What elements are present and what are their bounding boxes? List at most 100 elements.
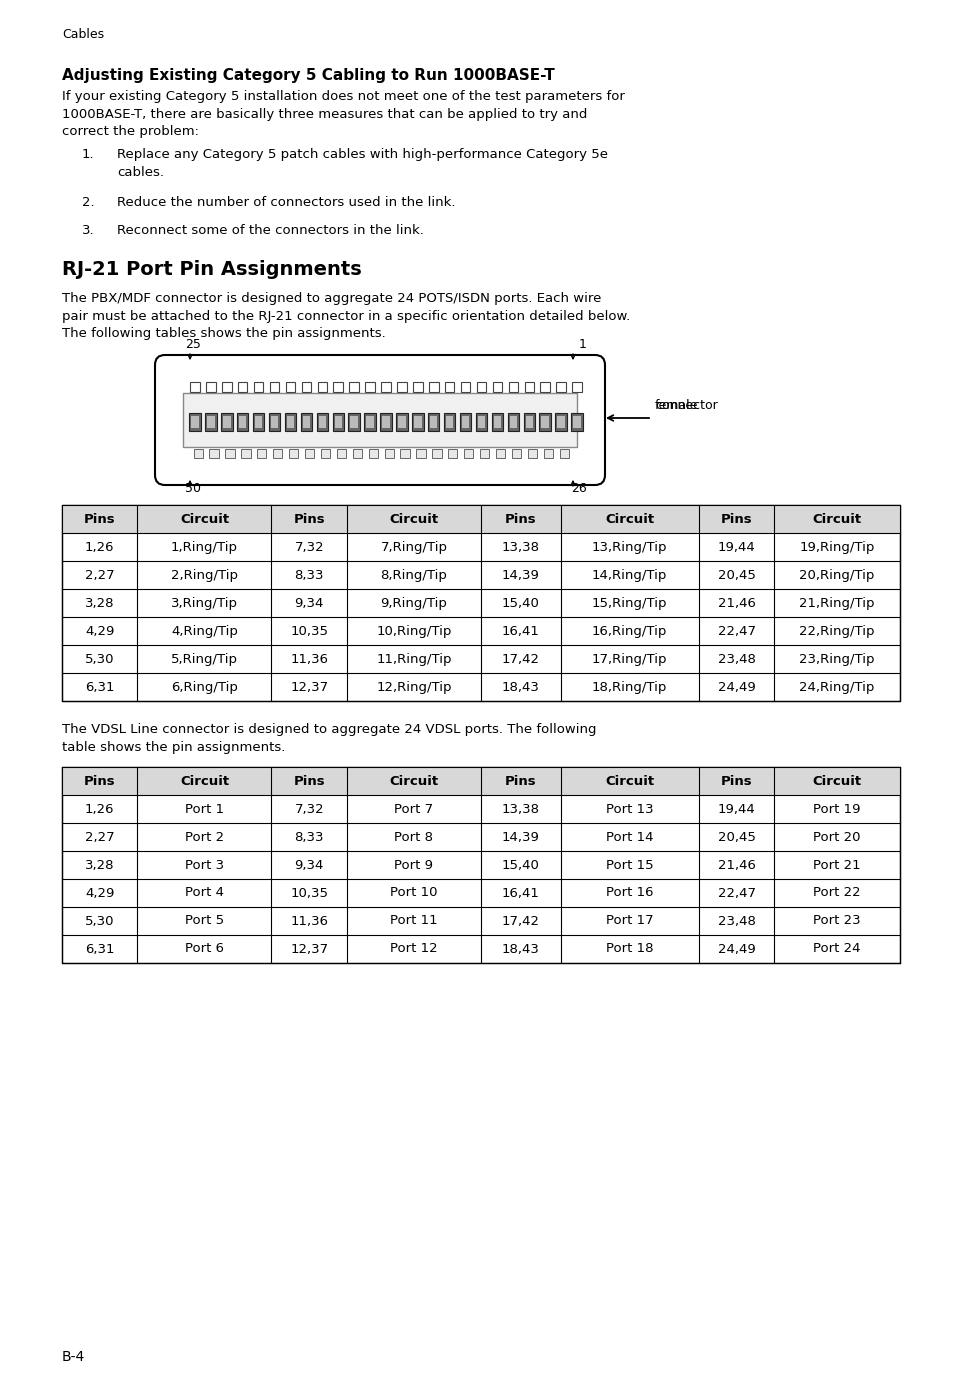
Text: 13,Ring/Tip: 13,Ring/Tip — [592, 540, 667, 554]
Text: 1,Ring/Tip: 1,Ring/Tip — [171, 540, 237, 554]
Text: 15,Ring/Tip: 15,Ring/Tip — [592, 597, 667, 609]
Text: 6,31: 6,31 — [85, 680, 114, 694]
Text: RJ-21 Port Pin Assignments: RJ-21 Port Pin Assignments — [62, 260, 361, 279]
Text: Port 12: Port 12 — [390, 942, 437, 955]
Text: 21,Ring/Tip: 21,Ring/Tip — [799, 597, 874, 609]
Bar — [271, 416, 278, 428]
Text: 4,29: 4,29 — [85, 625, 114, 637]
Text: 3,28: 3,28 — [85, 859, 114, 872]
Bar — [491, 414, 502, 432]
Bar — [509, 416, 517, 428]
Text: Port 24: Port 24 — [813, 942, 860, 955]
Bar — [257, 448, 266, 458]
Bar — [496, 448, 505, 458]
Text: 7,32: 7,32 — [294, 802, 324, 816]
Text: 5,30: 5,30 — [85, 652, 114, 665]
Text: 7,32: 7,32 — [294, 540, 324, 554]
Bar — [62, 505, 899, 533]
Bar — [543, 448, 553, 458]
Bar — [62, 768, 899, 963]
Text: 20,45: 20,45 — [717, 569, 755, 582]
Text: 23,48: 23,48 — [717, 915, 755, 927]
Bar — [444, 382, 454, 391]
Bar — [448, 448, 457, 458]
Text: 3,Ring/Tip: 3,Ring/Tip — [171, 597, 237, 609]
Text: 20,45: 20,45 — [717, 830, 755, 844]
Text: 4,Ring/Tip: 4,Ring/Tip — [171, 625, 237, 637]
Bar — [348, 414, 359, 432]
Bar — [573, 416, 580, 428]
Text: Adjusting Existing Category 5 Cabling to Run 1000BASE-T: Adjusting Existing Category 5 Cabling to… — [62, 68, 554, 83]
Bar — [253, 414, 264, 432]
Bar — [236, 414, 248, 432]
Text: 26: 26 — [571, 482, 586, 496]
Text: 7,Ring/Tip: 7,Ring/Tip — [380, 540, 447, 554]
Text: 9,Ring/Tip: 9,Ring/Tip — [380, 597, 447, 609]
Bar — [416, 448, 425, 458]
Bar — [237, 382, 247, 391]
Text: The PBX/MDF connector is designed to aggregate 24 POTS/ISDN ports. Each wire
pai: The PBX/MDF connector is designed to agg… — [62, 291, 630, 340]
Text: Port 11: Port 11 — [390, 915, 437, 927]
Text: Pins: Pins — [504, 775, 536, 787]
Bar — [557, 416, 564, 428]
Bar — [556, 382, 565, 391]
Text: 12,37: 12,37 — [290, 942, 328, 955]
Text: 2.: 2. — [82, 196, 94, 210]
Text: Circuit: Circuit — [180, 775, 229, 787]
Text: 16,41: 16,41 — [501, 625, 539, 637]
Text: 10,35: 10,35 — [290, 887, 328, 899]
Text: 4,29: 4,29 — [85, 887, 114, 899]
Text: Port 2: Port 2 — [185, 830, 224, 844]
Text: The VDSL Line connector is designed to aggregate 24 VDSL ports. The following
ta: The VDSL Line connector is designed to a… — [62, 723, 596, 754]
Bar — [285, 382, 294, 391]
Text: 22,47: 22,47 — [717, 887, 755, 899]
Bar — [301, 382, 311, 391]
Bar — [384, 448, 394, 458]
Bar — [479, 448, 489, 458]
Bar — [207, 416, 214, 428]
Bar — [413, 382, 422, 391]
Text: 1,26: 1,26 — [85, 540, 114, 554]
Text: 13,38: 13,38 — [501, 540, 539, 554]
Bar — [320, 448, 330, 458]
Text: Pins: Pins — [294, 512, 325, 526]
Text: 18,43: 18,43 — [501, 942, 539, 955]
Bar — [492, 382, 501, 391]
Bar — [539, 382, 549, 391]
Text: 24,49: 24,49 — [717, 680, 755, 694]
Text: 19,44: 19,44 — [717, 802, 755, 816]
Bar — [430, 416, 437, 428]
Bar — [525, 416, 533, 428]
Text: 6,31: 6,31 — [85, 942, 114, 955]
Text: 3,28: 3,28 — [85, 597, 114, 609]
Text: 21,46: 21,46 — [717, 597, 755, 609]
Text: 8,33: 8,33 — [294, 830, 324, 844]
Bar — [221, 414, 233, 432]
Text: 8,33: 8,33 — [294, 569, 324, 582]
Text: Circuit: Circuit — [389, 512, 438, 526]
Bar — [253, 382, 263, 391]
Bar — [559, 448, 568, 458]
Bar — [477, 416, 485, 428]
Text: Pins: Pins — [84, 775, 115, 787]
Text: Circuit: Circuit — [604, 775, 654, 787]
Text: Cables: Cables — [62, 28, 104, 42]
Bar — [239, 416, 246, 428]
Bar — [241, 448, 251, 458]
Text: 19,44: 19,44 — [717, 540, 755, 554]
Text: 2,27: 2,27 — [85, 830, 114, 844]
Bar — [189, 414, 200, 432]
Text: Pins: Pins — [504, 512, 536, 526]
Text: Circuit: Circuit — [389, 775, 438, 787]
Bar — [494, 416, 500, 428]
Bar — [335, 416, 341, 428]
Bar — [305, 448, 314, 458]
Bar — [273, 448, 282, 458]
Bar — [476, 382, 486, 391]
Bar — [336, 448, 346, 458]
Bar — [190, 382, 199, 391]
Text: Port 14: Port 14 — [605, 830, 653, 844]
Text: 14,39: 14,39 — [501, 569, 539, 582]
Text: 12,37: 12,37 — [290, 680, 328, 694]
Text: 9,34: 9,34 — [294, 859, 324, 872]
